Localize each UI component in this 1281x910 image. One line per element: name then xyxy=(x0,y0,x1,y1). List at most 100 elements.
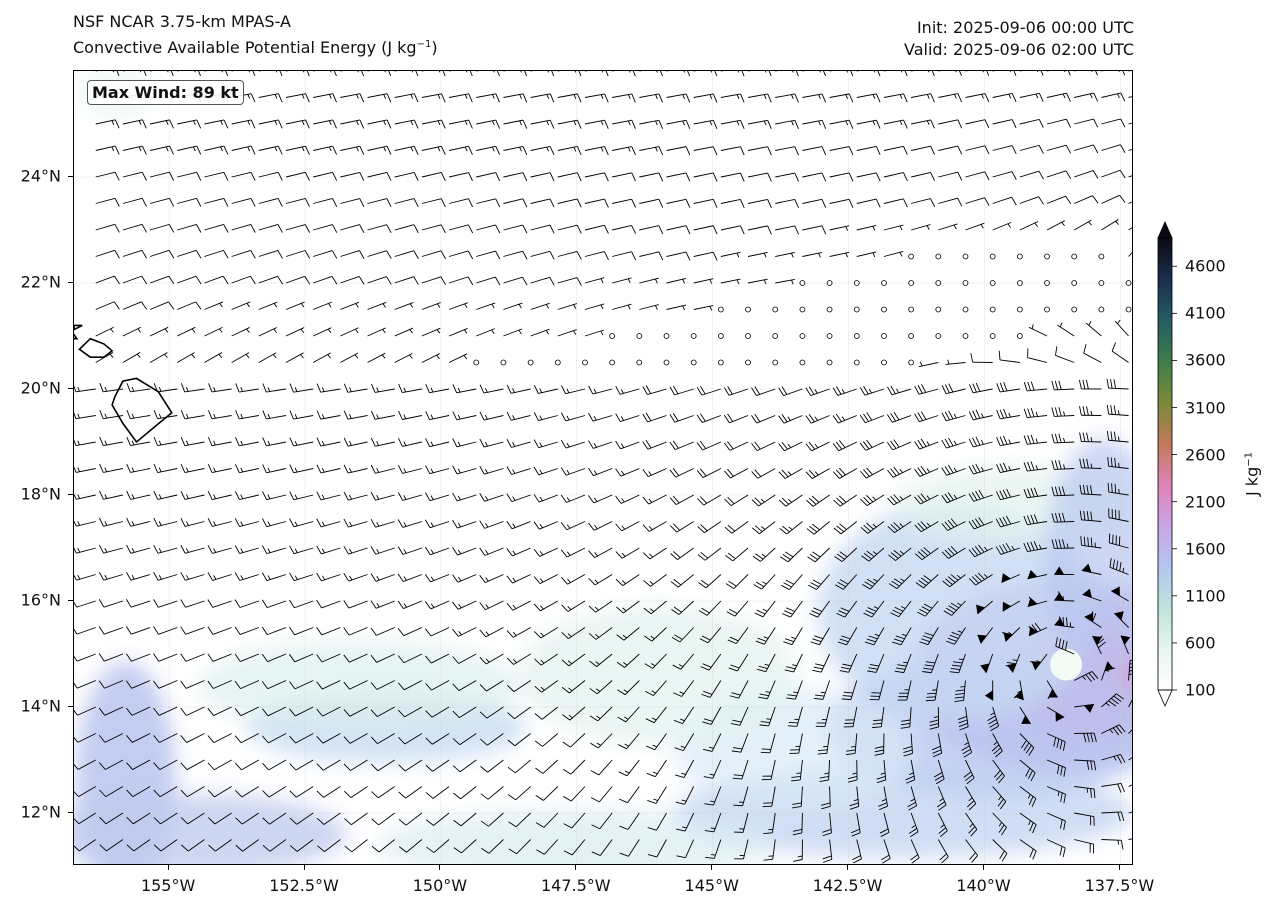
wind-barb xyxy=(285,327,305,337)
wind-barb xyxy=(99,786,124,798)
wind-barb xyxy=(453,839,477,854)
wind-barb xyxy=(998,350,1020,363)
wind-barb xyxy=(122,249,148,259)
wind-barb xyxy=(1114,611,1129,628)
wind-barb xyxy=(1101,194,1126,204)
wind-barb xyxy=(883,172,908,182)
wind-barb xyxy=(609,359,616,366)
wind-barb xyxy=(289,545,314,555)
wind-barb xyxy=(344,812,368,826)
wind-barb xyxy=(690,359,697,366)
wind-barb xyxy=(693,251,718,261)
wind-barb xyxy=(724,494,749,506)
lat-tick-mark xyxy=(68,281,73,283)
wind-barb xyxy=(177,301,202,310)
wind-barb xyxy=(970,353,993,363)
wind-barb xyxy=(887,385,912,396)
wind-barb xyxy=(1074,195,1099,204)
wind-barb xyxy=(99,517,124,527)
wind-barb xyxy=(881,359,887,366)
wind-barb xyxy=(503,328,523,337)
wind-barb xyxy=(1101,169,1126,179)
wind-barb xyxy=(126,463,151,473)
wind-barb xyxy=(642,521,667,532)
wind-barb xyxy=(370,573,395,582)
wind-barb xyxy=(728,653,749,672)
wind-barb xyxy=(965,197,990,206)
wind-barb xyxy=(935,333,942,339)
wind-barb xyxy=(480,733,504,746)
wind-barb xyxy=(316,680,341,690)
wind-barb xyxy=(181,839,205,852)
wind-barb xyxy=(343,786,368,798)
wind-barb xyxy=(963,759,975,785)
wind-barb xyxy=(1019,221,1039,231)
wind-barb xyxy=(1023,541,1048,553)
wind-barb xyxy=(536,839,559,855)
wind-barb xyxy=(954,680,966,703)
wind-barb xyxy=(617,680,640,696)
wind-barb xyxy=(671,600,694,615)
wind-barb xyxy=(289,491,314,501)
wind-barb xyxy=(126,571,151,581)
wind-barb xyxy=(908,359,915,366)
wind-barb xyxy=(922,653,939,674)
wind-barb xyxy=(643,574,667,587)
wind-barb xyxy=(992,221,1012,231)
wind-barb xyxy=(752,547,776,562)
wind-barb xyxy=(1051,380,1075,391)
wind-barb xyxy=(1128,757,1132,761)
wind-barb xyxy=(752,521,776,535)
wind-barb xyxy=(480,812,504,827)
wind-barb xyxy=(642,494,667,505)
wind-barb xyxy=(149,352,168,363)
wind-barb xyxy=(1114,319,1129,337)
wind-barb xyxy=(289,680,314,690)
wind-barb xyxy=(720,146,745,156)
wind-barb xyxy=(888,547,912,561)
wind-barb xyxy=(340,352,359,363)
wind-barb xyxy=(99,409,123,420)
wind-barb xyxy=(670,574,694,588)
wind-barb xyxy=(180,437,205,447)
field-title: Convective Available Potential Energy (J… xyxy=(73,38,438,58)
wind-barb xyxy=(976,600,993,615)
wind-barb xyxy=(506,466,531,475)
wind-barb xyxy=(448,172,473,182)
wind-barb xyxy=(258,171,283,181)
wind-barb xyxy=(802,172,827,182)
wind-barb xyxy=(647,812,667,831)
wind-barb xyxy=(1101,71,1126,76)
wind-barb xyxy=(231,327,250,337)
wind-barb xyxy=(1098,306,1105,313)
wind-barb xyxy=(452,438,477,448)
wind-barb xyxy=(781,574,803,591)
wind-barb xyxy=(588,574,613,586)
wind-barb xyxy=(745,333,751,339)
wind-barb xyxy=(863,600,885,618)
wind-barb xyxy=(755,627,776,645)
wind-barb xyxy=(153,733,178,743)
wind-barb xyxy=(421,353,440,363)
wind-barb xyxy=(207,680,232,689)
wind-barb xyxy=(1019,812,1037,834)
wind-barb xyxy=(316,464,341,474)
wind-barb xyxy=(886,411,912,423)
wind-barb xyxy=(829,198,854,208)
wind-barb xyxy=(618,786,640,804)
wind-barb xyxy=(125,626,151,635)
wind-barb xyxy=(557,224,582,234)
wind-barb xyxy=(727,627,749,645)
map-panel[interactable] xyxy=(73,70,1133,865)
colorbar-extend-max xyxy=(1157,221,1173,239)
wind-barb xyxy=(772,306,779,313)
wind-barb xyxy=(479,600,504,611)
wind-barb xyxy=(503,145,528,155)
wind-barb xyxy=(208,839,232,852)
wind-barb xyxy=(1074,732,1097,743)
wind-barb xyxy=(313,145,338,155)
wind-barb xyxy=(507,786,531,801)
wind-barb xyxy=(1074,118,1099,128)
wind-barb xyxy=(479,520,504,529)
wind-barb xyxy=(371,383,395,393)
